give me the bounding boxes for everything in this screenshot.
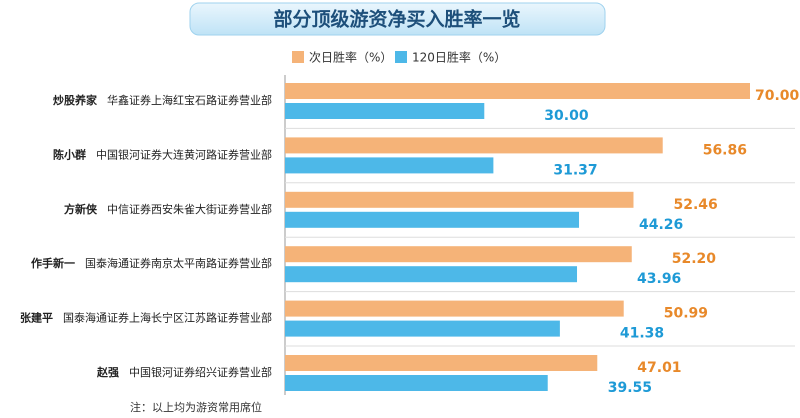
bar [285, 355, 598, 371]
value-label: 52.20 [672, 251, 717, 267]
bar [285, 103, 485, 119]
legend-swatch [292, 51, 304, 63]
value-label: 39.55 [608, 380, 652, 396]
category-name: 陈小群 [53, 147, 86, 161]
category-label: 陈小群 中国银河证券大连黄河路证券营业部 [53, 147, 272, 161]
category-label: 炒股养家 华鑫证券上海红宝石路证券营业部 [53, 93, 272, 107]
value-label: 43.96 [637, 271, 681, 287]
note: 注：以上均为游资常用席位 [130, 400, 262, 414]
bar [285, 137, 663, 154]
value-label: 50.99 [664, 306, 708, 322]
value-label: 41.38 [620, 326, 664, 342]
branch-name: 中国银河证券大连黄河路证券营业部 [96, 147, 272, 161]
category-name: 作手新一 [31, 256, 75, 270]
category-label: 张建平 国泰海通证券上海长宁区江苏路证券营业部 [20, 311, 272, 325]
legend-label: 次日胜率（%） [309, 50, 392, 65]
bar [285, 191, 634, 208]
category-label: 作手新一 国泰海通证券南京太平南路证券营业部 [31, 256, 272, 270]
value-label: 70.00 [755, 88, 800, 104]
chart-title: 部分顶级游资净买入胜率一览 [273, 8, 520, 31]
category-label: 方新侠 中信证券西安朱雀大街证券营业部 [64, 202, 272, 216]
value-label: 47.01 [637, 360, 681, 376]
bar [285, 157, 494, 174]
branch-name: 中国银河证券绍兴证券营业部 [129, 365, 272, 379]
category-name: 炒股养家 [53, 93, 98, 107]
value-label: 52.46 [673, 197, 717, 213]
legend-label: 120日胜率（%） [412, 50, 506, 65]
value-label: 30.00 [544, 108, 589, 124]
bar [285, 246, 632, 263]
bar [285, 83, 750, 99]
value-label: 56.86 [703, 142, 747, 158]
bar [285, 320, 560, 337]
branch-name: 中信证券西安朱雀大街证券营业部 [107, 202, 272, 216]
bar [285, 211, 580, 228]
category-name: 赵强 [96, 365, 119, 379]
branch-name: 国泰海通证券上海长宁区江苏路证券营业部 [63, 311, 272, 325]
bar [285, 266, 578, 283]
value-label: 44.26 [639, 217, 683, 233]
branch-name: 国泰海通证券南京太平南路证券营业部 [85, 256, 272, 270]
bar [285, 300, 624, 317]
category-name: 张建平 [20, 311, 53, 325]
bar [285, 375, 548, 391]
category-name: 方新侠 [64, 202, 98, 216]
title-box [189, 2, 606, 36]
value-label: 31.37 [553, 162, 597, 178]
category-label: 赵强 中国银河证券绍兴证券营业部 [96, 365, 272, 379]
legend-swatch [395, 51, 407, 63]
branch-name: 华鑫证券上海红宝石路证券营业部 [107, 93, 272, 107]
